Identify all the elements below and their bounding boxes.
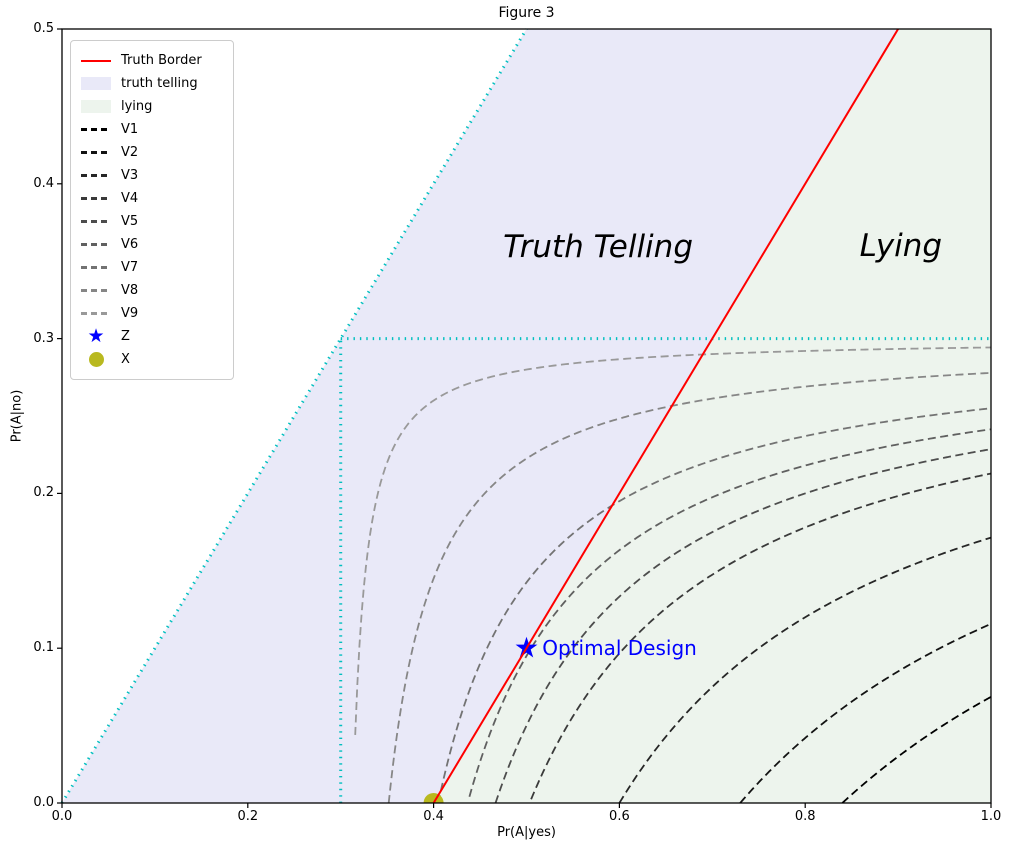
legend-label: V4 bbox=[121, 191, 139, 206]
x-tick-label-2: 0.4 bbox=[423, 809, 444, 824]
annotation-lying: Lying bbox=[859, 227, 943, 264]
legend-item-v9: V9 bbox=[81, 302, 223, 325]
legend-label: truth telling bbox=[121, 76, 198, 91]
y-tick-label-2: 0.2 bbox=[33, 485, 54, 501]
curve-V2 bbox=[739, 623, 991, 803]
legend-star-icon: ★ bbox=[87, 325, 105, 347]
x-axis-label: Pr(A|yes) bbox=[497, 825, 556, 840]
legend-dash-swatch-icon bbox=[81, 128, 111, 131]
y-tick-label-3: 0.3 bbox=[33, 330, 54, 346]
x-tick-label-0: 0.0 bbox=[51, 809, 73, 824]
legend-patch-swatch-icon bbox=[81, 77, 111, 90]
legend-label: V5 bbox=[121, 214, 139, 229]
legend-item-z: ★ Z bbox=[81, 325, 223, 348]
legend-label: V8 bbox=[121, 283, 139, 298]
legend-item-v2: V2 bbox=[81, 141, 223, 164]
legend-label: V3 bbox=[121, 168, 139, 183]
figure-title: Figure 3 bbox=[498, 5, 555, 21]
legend-label: lying bbox=[121, 99, 153, 114]
curve-V3 bbox=[618, 536, 991, 803]
x-tick-label-5: 1.0 bbox=[980, 809, 1002, 824]
curve-V4 bbox=[530, 472, 991, 800]
legend-label: Truth Border bbox=[121, 53, 202, 68]
curve-V7 bbox=[437, 407, 991, 803]
legend-item-v3: V3 bbox=[81, 164, 223, 187]
legend-item-v5: V5 bbox=[81, 210, 223, 233]
legend-label: V6 bbox=[121, 237, 139, 252]
y-tick-label-5: 0.5 bbox=[33, 21, 54, 36]
curve-V8 bbox=[387, 371, 991, 803]
legend-item-truth-telling: truth telling bbox=[81, 72, 223, 95]
legend-item-x: X bbox=[81, 348, 223, 371]
legend-label: Z bbox=[121, 329, 130, 344]
annotation-truth-telling: Truth Telling bbox=[503, 229, 693, 266]
legend-item-truth-border: Truth Border bbox=[81, 49, 223, 72]
legend-dash-swatch-icon bbox=[81, 266, 111, 269]
annotation-optimal-design: Optimal Design bbox=[542, 636, 697, 661]
legend-dash-swatch-icon bbox=[81, 220, 111, 223]
region-lying bbox=[433, 29, 992, 803]
truth-border-line bbox=[432, 28, 899, 804]
plot-frame bbox=[61, 28, 992, 804]
legend-label: V7 bbox=[121, 260, 139, 275]
curve-V6 bbox=[468, 428, 991, 797]
legend-item-v4: V4 bbox=[81, 187, 223, 210]
x-tick-label-3: 0.6 bbox=[609, 809, 630, 824]
y-axis-label: Pr(A|no) bbox=[9, 389, 25, 443]
legend-item-v7: V7 bbox=[81, 256, 223, 279]
legend-dash-swatch-icon bbox=[81, 312, 111, 315]
legend-item-v8: V8 bbox=[81, 279, 223, 302]
legend-dash-swatch-icon bbox=[81, 174, 111, 177]
legend-dash-swatch-icon bbox=[81, 197, 111, 200]
legend-item-lying: lying bbox=[81, 95, 223, 118]
legend-dash-swatch-icon bbox=[81, 151, 111, 154]
curve-V1 bbox=[841, 696, 991, 803]
curve-V9 bbox=[354, 346, 991, 735]
y-tick-label-0: 0.0 bbox=[33, 795, 54, 810]
legend-item-v6: V6 bbox=[81, 233, 223, 256]
legend-patch-swatch-icon bbox=[81, 100, 111, 113]
legend-circle-icon bbox=[81, 352, 111, 367]
x-tick-label-1: 0.2 bbox=[237, 809, 259, 824]
legend-label: X bbox=[121, 352, 130, 367]
legend-item-v1: V1 bbox=[81, 118, 223, 141]
legend-dash-swatch-icon bbox=[81, 289, 111, 292]
legend-label: V9 bbox=[121, 306, 139, 321]
legend-dash-swatch-icon bbox=[81, 243, 111, 246]
y-tick-label-1: 0.1 bbox=[33, 640, 54, 656]
region-truth-telling bbox=[62, 29, 899, 803]
y-tick-label-4: 0.4 bbox=[33, 175, 54, 191]
legend-label: V1 bbox=[121, 122, 139, 137]
legend-line-swatch-icon bbox=[81, 59, 111, 62]
x-tick-label-4: 0.8 bbox=[794, 809, 816, 824]
curve-V5 bbox=[494, 448, 991, 803]
legend-box: Truth Border truth telling lying V1 V2 V3 V4 V5… bbox=[70, 40, 234, 380]
legend-label: V2 bbox=[121, 145, 139, 160]
